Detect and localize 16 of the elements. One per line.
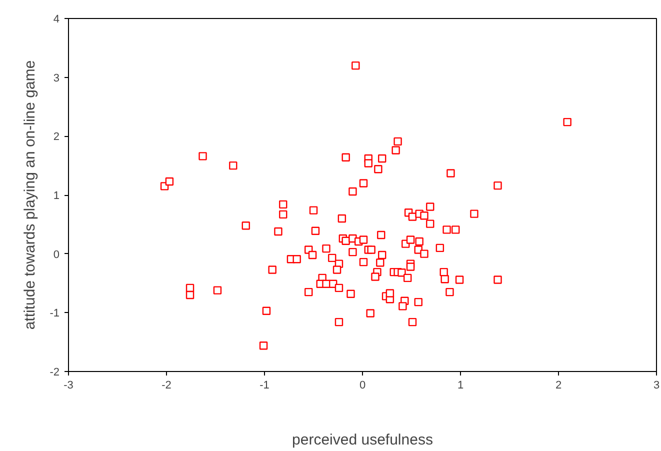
x-tick-label: 0 bbox=[359, 380, 366, 392]
y-tick-label: 4 bbox=[53, 14, 60, 26]
x-tick-label: -2 bbox=[162, 380, 172, 392]
y-tick-label: -2 bbox=[50, 366, 60, 378]
x-tick-label: 3 bbox=[653, 380, 660, 392]
y-tick-label: 0 bbox=[53, 248, 60, 261]
y-tick-label: -1 bbox=[50, 308, 60, 320]
x-tick-label: -3 bbox=[64, 380, 74, 392]
x-tick-label: 1 bbox=[457, 380, 464, 392]
y-axis-title: attitude towards playing an on-line game bbox=[22, 60, 39, 330]
y-tick-label: 2 bbox=[53, 131, 60, 144]
y-tick-label: 1 bbox=[53, 190, 60, 202]
x-axis-title: perceived usefulness bbox=[292, 432, 433, 448]
x-tick-label: 2 bbox=[555, 380, 562, 392]
y-tick-label: 3 bbox=[53, 72, 60, 84]
x-tick-label: -1 bbox=[260, 380, 270, 392]
